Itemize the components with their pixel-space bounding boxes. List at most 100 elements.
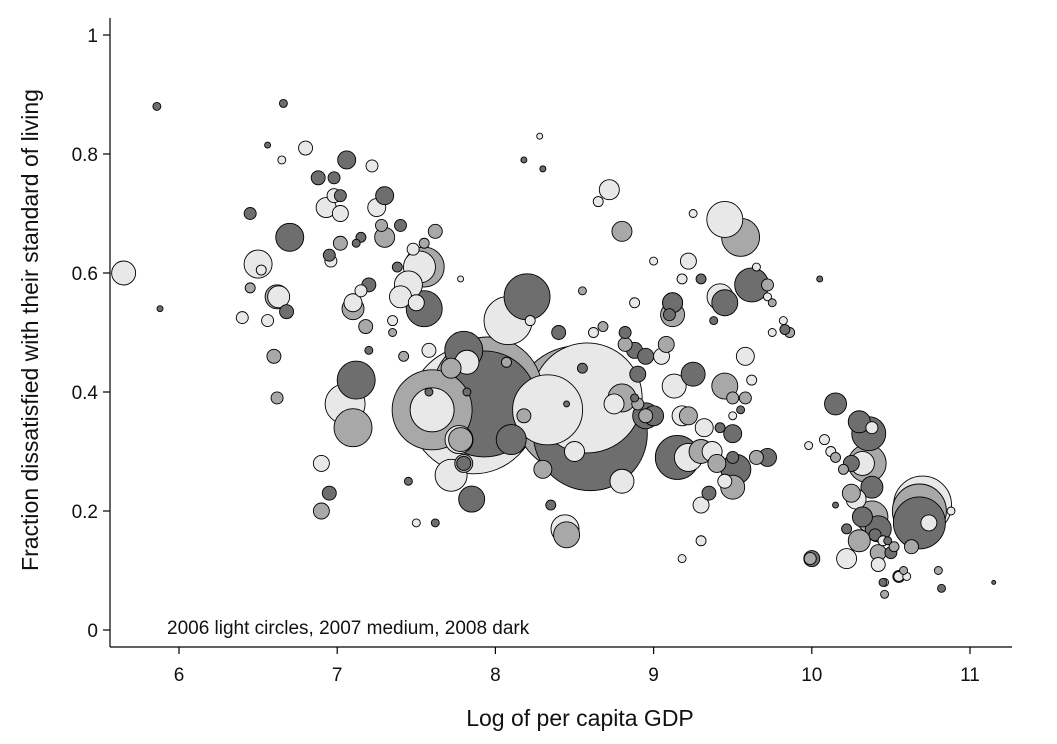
data-point-2008 [860,475,884,499]
data-point-2008 [630,393,640,403]
data-point-2007 [553,521,581,549]
data-point-2006 [343,293,363,313]
points-layer [111,98,997,599]
data-point-2008 [264,141,272,149]
data-point-2007 [888,541,900,553]
data-point-2006 [365,159,379,173]
data-point-2008 [327,171,341,185]
x-tick-label: 8 [490,665,501,686]
data-point-2006 [706,200,744,238]
x-tick-label: 6 [174,665,185,686]
data-point-2006 [512,374,584,446]
data-point-2008 [156,305,164,313]
data-point-2008 [375,186,395,206]
data-point-2007 [597,321,609,332]
data-point-2007 [440,357,462,379]
data-point-2007 [312,502,330,520]
data-point-2008 [394,218,407,232]
data-point-2007 [332,235,348,251]
data-point-2008 [322,248,336,262]
data-point-2006 [676,273,688,285]
data-point-2008 [841,523,853,535]
data-point-2006 [409,387,455,433]
data-point-2008 [424,387,434,397]
data-point-2006 [695,535,707,547]
data-point-2006 [649,256,659,266]
x-tick-label: 10 [801,665,822,686]
data-point-2008 [152,101,162,111]
data-point-2006 [354,284,368,298]
data-point-2007 [748,450,764,465]
data-point-2006 [298,140,314,156]
data-point-2006 [536,132,544,140]
data-point-2006 [277,155,287,165]
data-point-2008 [545,499,557,511]
data-point-2008 [279,304,295,320]
data-point-2008 [723,424,743,444]
data-point-2007 [577,286,587,296]
data-point-2008 [736,405,746,415]
data-point-2008 [278,98,288,108]
x-tick-label: 9 [648,665,659,686]
data-point-2006 [694,418,714,438]
data-point-2008 [714,422,726,434]
data-point-2006 [692,496,710,514]
data-point-2007 [830,452,841,463]
data-point-2008 [539,165,547,173]
data-point-2006 [804,441,814,450]
data-point-2008 [726,451,740,464]
data-point-2006 [261,314,275,328]
data-point-2008 [695,273,707,285]
data-point-2006 [920,514,938,532]
data-point-2007 [333,408,373,448]
data-point-2006 [235,311,249,325]
data-point-2006 [728,411,738,421]
data-point-2007 [638,408,654,424]
data-point-2008 [495,424,527,456]
data-point-2007 [726,391,740,405]
data-point-2007 [617,336,633,352]
data-point-2007 [767,298,777,308]
data-point-2007 [678,406,698,426]
data-point-2007 [847,529,871,553]
data-point-2007 [707,453,727,473]
data-point-2008 [851,506,873,528]
data-point-2008 [709,316,719,326]
data-point-2008 [351,238,361,248]
data-point-2008 [680,361,706,387]
data-point-2007 [418,237,430,249]
x-axis-title: Log of per capita GDP [466,705,694,731]
data-point-2008 [391,261,403,273]
data-point-2008 [637,347,655,365]
x-ticks: 6 7 8 9 10 11 [174,647,980,686]
data-point-2007 [738,391,752,405]
data-point-2008 [883,536,893,546]
data-point-2006 [688,209,698,218]
y-tick-label: 1 [87,26,98,47]
data-point-2008 [662,308,676,322]
data-point-2008 [779,324,791,335]
data-point-2007 [611,220,633,242]
data-point-2007 [899,566,909,575]
data-point-2007 [880,589,890,599]
data-point-2008 [503,273,551,321]
data-point-2006 [598,179,620,201]
data-point-2007 [761,278,774,292]
data-point-2007 [841,483,861,503]
data-point-2007 [933,566,943,575]
data-point-2006 [870,557,886,572]
data-point-2006 [267,285,291,309]
data-point-2008 [991,579,997,585]
data-point-2007 [427,223,443,239]
data-point-2006 [592,196,604,208]
data-point-2007 [501,356,512,368]
data-point-2007 [398,350,410,362]
data-point-2008 [430,518,440,528]
data-point-2008 [520,156,528,164]
y-axis-title: Fraction dissatisfied with their standar… [17,89,43,571]
data-point-2006 [411,518,421,528]
data-point-2006 [767,328,777,337]
data-point-2007 [803,552,817,566]
data-point-2008 [403,476,413,486]
